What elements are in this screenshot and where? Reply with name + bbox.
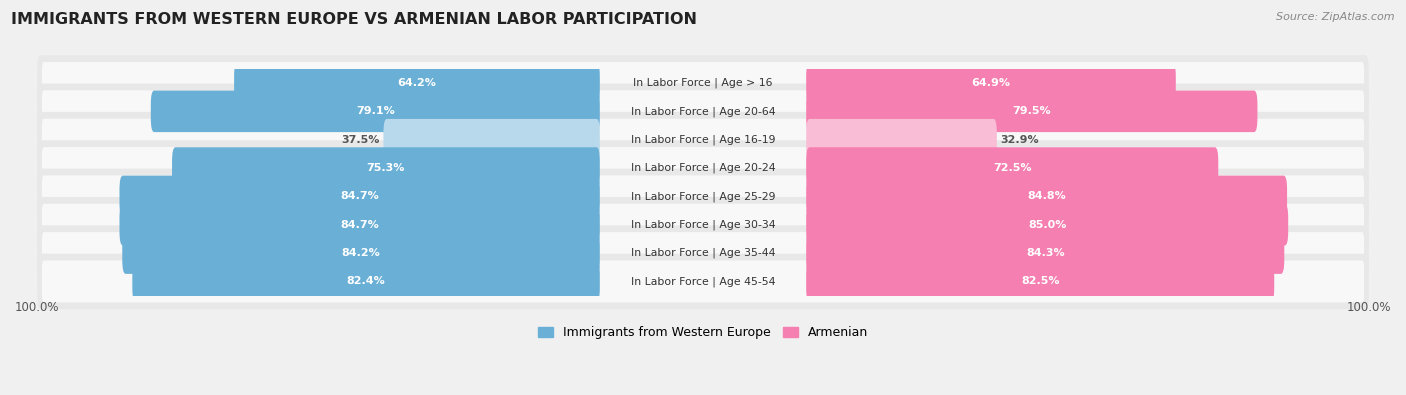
Text: In Labor Force | Age 25-29: In Labor Force | Age 25-29: [631, 191, 775, 201]
Text: In Labor Force | Age 16-19: In Labor Force | Age 16-19: [631, 134, 775, 145]
Text: IMMIGRANTS FROM WESTERN EUROPE VS ARMENIAN LABOR PARTICIPATION: IMMIGRANTS FROM WESTERN EUROPE VS ARMENI…: [11, 12, 697, 27]
FancyBboxPatch shape: [37, 84, 1369, 139]
FancyBboxPatch shape: [150, 90, 600, 132]
FancyBboxPatch shape: [42, 119, 1364, 161]
FancyBboxPatch shape: [37, 112, 1369, 167]
FancyBboxPatch shape: [42, 232, 1364, 274]
FancyBboxPatch shape: [37, 254, 1369, 309]
Text: In Labor Force | Age 35-44: In Labor Force | Age 35-44: [631, 248, 775, 258]
Text: Source: ZipAtlas.com: Source: ZipAtlas.com: [1277, 12, 1395, 22]
Text: 84.7%: 84.7%: [340, 220, 380, 230]
Text: 82.5%: 82.5%: [1021, 276, 1060, 286]
FancyBboxPatch shape: [42, 175, 1364, 217]
FancyBboxPatch shape: [42, 147, 1364, 189]
FancyBboxPatch shape: [120, 204, 600, 246]
FancyBboxPatch shape: [384, 119, 600, 160]
FancyBboxPatch shape: [806, 176, 1286, 217]
Text: In Labor Force | Age 20-64: In Labor Force | Age 20-64: [631, 106, 775, 117]
FancyBboxPatch shape: [37, 169, 1369, 224]
FancyBboxPatch shape: [37, 55, 1369, 111]
FancyBboxPatch shape: [806, 204, 1288, 246]
FancyBboxPatch shape: [42, 204, 1364, 246]
Text: 37.5%: 37.5%: [342, 135, 380, 145]
FancyBboxPatch shape: [122, 232, 600, 274]
FancyBboxPatch shape: [37, 225, 1369, 281]
FancyBboxPatch shape: [806, 119, 997, 160]
FancyBboxPatch shape: [235, 62, 600, 104]
Text: 85.0%: 85.0%: [1028, 220, 1066, 230]
Text: 79.5%: 79.5%: [1012, 106, 1052, 117]
FancyBboxPatch shape: [42, 90, 1364, 132]
Text: 79.1%: 79.1%: [356, 106, 395, 117]
FancyBboxPatch shape: [806, 261, 1274, 302]
Text: 32.9%: 32.9%: [1000, 135, 1039, 145]
FancyBboxPatch shape: [37, 197, 1369, 252]
FancyBboxPatch shape: [37, 140, 1369, 196]
Text: 64.2%: 64.2%: [398, 78, 436, 88]
FancyBboxPatch shape: [132, 261, 600, 302]
Text: In Labor Force | Age 20-24: In Labor Force | Age 20-24: [631, 163, 775, 173]
FancyBboxPatch shape: [42, 260, 1364, 303]
FancyBboxPatch shape: [42, 62, 1364, 104]
Text: In Labor Force | Age 30-34: In Labor Force | Age 30-34: [631, 220, 775, 230]
Text: 82.4%: 82.4%: [347, 276, 385, 286]
Text: 84.8%: 84.8%: [1028, 192, 1066, 201]
FancyBboxPatch shape: [806, 62, 1175, 104]
FancyBboxPatch shape: [806, 147, 1218, 189]
Text: 84.2%: 84.2%: [342, 248, 381, 258]
Text: In Labor Force | Age > 16: In Labor Force | Age > 16: [633, 78, 773, 88]
Legend: Immigrants from Western Europe, Armenian: Immigrants from Western Europe, Armenian: [537, 326, 869, 339]
FancyBboxPatch shape: [806, 232, 1284, 274]
Text: 72.5%: 72.5%: [993, 163, 1032, 173]
Text: In Labor Force | Age 45-54: In Labor Force | Age 45-54: [631, 276, 775, 287]
Text: 84.3%: 84.3%: [1026, 248, 1064, 258]
Text: 75.3%: 75.3%: [367, 163, 405, 173]
FancyBboxPatch shape: [120, 176, 600, 217]
FancyBboxPatch shape: [172, 147, 600, 189]
Text: 84.7%: 84.7%: [340, 192, 380, 201]
Text: 64.9%: 64.9%: [972, 78, 1011, 88]
FancyBboxPatch shape: [806, 90, 1257, 132]
